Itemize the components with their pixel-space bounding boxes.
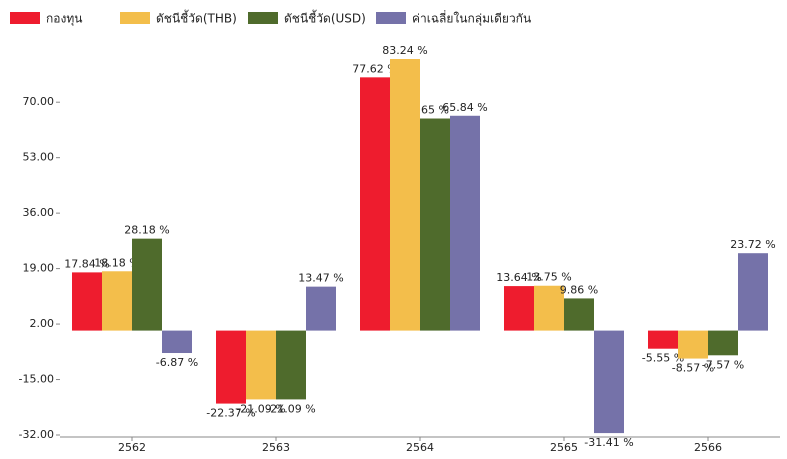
bar [132, 238, 162, 331]
bar [678, 330, 708, 359]
y-tick-label: 70.00 [23, 95, 55, 108]
value-label: 17.84 % [64, 257, 109, 270]
bar [648, 330, 678, 349]
bar [246, 330, 276, 400]
bar [102, 271, 132, 331]
value-label: 23.72 % [730, 238, 775, 251]
x-tick-label: 2564 [406, 441, 434, 454]
bar [738, 253, 768, 331]
x-tick-label: 2566 [694, 441, 722, 454]
bar [420, 118, 450, 331]
value-label: -22.37 % [206, 407, 255, 420]
x-tick-label: 2563 [262, 441, 290, 454]
value-label: 77.62 % [352, 62, 397, 75]
bar [594, 330, 624, 434]
legend-label: ค่าเฉลี่ยในกลุ่มเดียวกัน [412, 10, 531, 27]
bar [564, 298, 594, 331]
x-tick-label: 2565 [550, 441, 578, 454]
value-label: 18.18 % [94, 256, 139, 269]
y-tick-label: 19.00 [23, 262, 55, 275]
bar [306, 286, 336, 331]
y-tick-label: -15.00 [19, 373, 54, 386]
bar [534, 285, 564, 331]
y-tick-label: -32.00 [19, 428, 54, 441]
value-label: -6.87 % [156, 356, 198, 369]
y-tick-label: 53.00 [23, 151, 55, 164]
value-label: 65.84 % [442, 101, 487, 114]
value-label: -21.09 % [266, 402, 315, 415]
x-tick-label: 2562 [118, 441, 146, 454]
value-label: -21.09 % [236, 402, 285, 415]
value-label: -8.57 % [672, 362, 714, 375]
bar [708, 330, 738, 356]
value-label: 13.47 % [298, 272, 343, 285]
legend-swatch [248, 12, 278, 24]
bar [276, 330, 306, 400]
legend-swatch [120, 12, 150, 24]
y-tick-label: 36.00 [23, 206, 55, 219]
value-label: 9.86 % [560, 283, 598, 296]
legend-label: ดัชนีชี้วัด(THB) [156, 10, 237, 26]
y-tick-label: 2.00 [30, 317, 55, 330]
legend-swatch [10, 12, 40, 24]
legend-label: ดัชนีชี้วัด(USD) [284, 10, 366, 26]
value-label: -7.57 % [702, 358, 744, 371]
value-label: 83.24 % [382, 44, 427, 57]
bar [390, 59, 420, 331]
value-label: 65 % [421, 104, 449, 117]
bar [504, 286, 534, 331]
value-label: -5.55 % [642, 352, 684, 365]
value-label: 13.64 % [496, 271, 541, 284]
value-label: 13.75 % [526, 271, 571, 284]
bar [72, 272, 102, 331]
bar [216, 330, 246, 404]
legend-swatch [376, 12, 406, 24]
bar [162, 330, 192, 354]
value-label: -31.41 % [584, 436, 633, 449]
bar [360, 77, 390, 331]
bar [450, 115, 480, 331]
legend-label: กองทุน [46, 12, 82, 27]
value-label: 28.18 % [124, 224, 169, 237]
